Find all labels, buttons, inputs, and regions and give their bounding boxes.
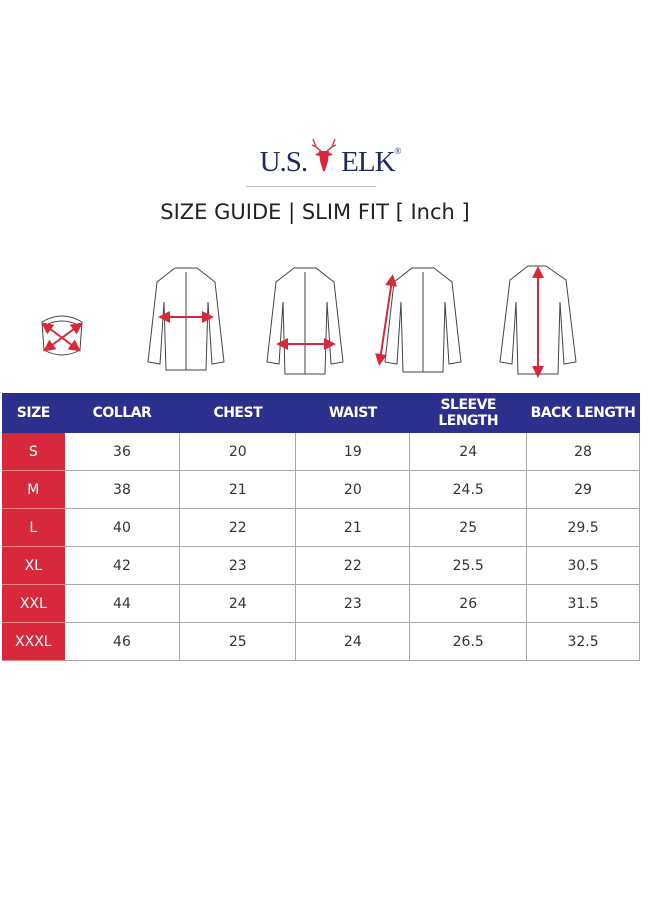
measurement-cell: 42: [63, 546, 181, 585]
back-length-illustration: [499, 265, 577, 378]
measurement-cell: 22: [179, 508, 297, 547]
column-header: SLEEVE LENGTH: [409, 393, 528, 433]
column-header: COLLAR: [63, 393, 181, 433]
column-header: CHEST: [179, 393, 297, 433]
measurement-illustrations: [41, 265, 577, 378]
measurement-cell: 25: [179, 622, 297, 661]
measurement-cell: 21: [295, 508, 411, 547]
measurement-cell: 28: [526, 432, 640, 471]
sleeve-illustration: [374, 267, 462, 373]
measurement-cell: 24: [179, 584, 297, 623]
logo-text-left: U.S.: [259, 146, 309, 178]
table-row: L 40 22 21 25 29.5: [2, 508, 640, 547]
logo-text-right: ELK: [341, 146, 395, 178]
measurement-cell: 29: [526, 470, 640, 509]
measurement-cell: 29.5: [526, 508, 640, 547]
registered-mark: ®: [394, 146, 402, 156]
table-row: XXL 44 24 23 26 31.5: [2, 584, 640, 623]
measurement-cell: 44: [63, 584, 181, 623]
measurement-cell: 24: [409, 432, 528, 471]
measurement-cell: 38: [63, 470, 181, 509]
measurement-cell: 46: [63, 622, 181, 661]
size-label: XXXL: [2, 622, 65, 661]
column-header: BACK LENGTH: [526, 393, 640, 433]
size-label: L: [2, 508, 65, 547]
measurement-cell: 24.5: [409, 470, 528, 509]
measurement-cell: 26.5: [409, 622, 528, 661]
table-row: S 36 20 19 24 28: [2, 432, 640, 471]
measurement-cell: 31.5: [526, 584, 640, 623]
size-label: S: [2, 432, 65, 471]
measurement-cell: 40: [63, 508, 181, 547]
table-header-row: SIZE COLLAR CHEST WAIST SLEEVE LENGTH BACK LE…: [2, 393, 640, 433]
size-label: M: [2, 470, 65, 509]
measurement-cell: 20: [179, 432, 297, 471]
measurement-cell: 23: [295, 584, 411, 623]
measurement-cell: 20: [295, 470, 411, 509]
measurement-cell: 25: [409, 508, 528, 547]
measurement-cell: 21: [179, 470, 297, 509]
column-header: SIZE: [2, 393, 65, 433]
size-table: SIZE COLLAR CHEST WAIST SLEEVE LENGTH BACK LE…: [2, 393, 640, 661]
logo-underline: [246, 186, 376, 187]
table-row: XXXL 46 25 24 26.5 32.5: [2, 622, 640, 661]
table-row: M 38 21 20 24.5 29: [2, 470, 640, 509]
deer-icon: [309, 137, 339, 181]
measurement-cell: 30.5: [526, 546, 640, 585]
measurement-cell: 25.5: [409, 546, 528, 585]
size-label: XL: [2, 546, 65, 585]
table-row: XL 42 23 22 25.5 30.5: [2, 546, 640, 585]
page-title: SIZE GUIDE | SLIM FIT [ Inch ]: [160, 200, 470, 224]
waist-illustration: [266, 267, 344, 375]
size-label: XXL: [2, 584, 65, 623]
measurement-cell: 19: [295, 432, 411, 471]
measurement-cell: 36: [63, 432, 181, 471]
measurement-cell: 22: [295, 546, 411, 585]
collar-illustration: [41, 315, 83, 356]
column-header: WAIST: [295, 393, 411, 433]
measurement-cell: 23: [179, 546, 297, 585]
measurement-cell: 26: [409, 584, 528, 623]
measurement-cell: 24: [295, 622, 411, 661]
measurement-cell: 32.5: [526, 622, 640, 661]
chest-illustration: [147, 267, 225, 371]
brand-logo: U.S. ELK®: [0, 139, 660, 181]
